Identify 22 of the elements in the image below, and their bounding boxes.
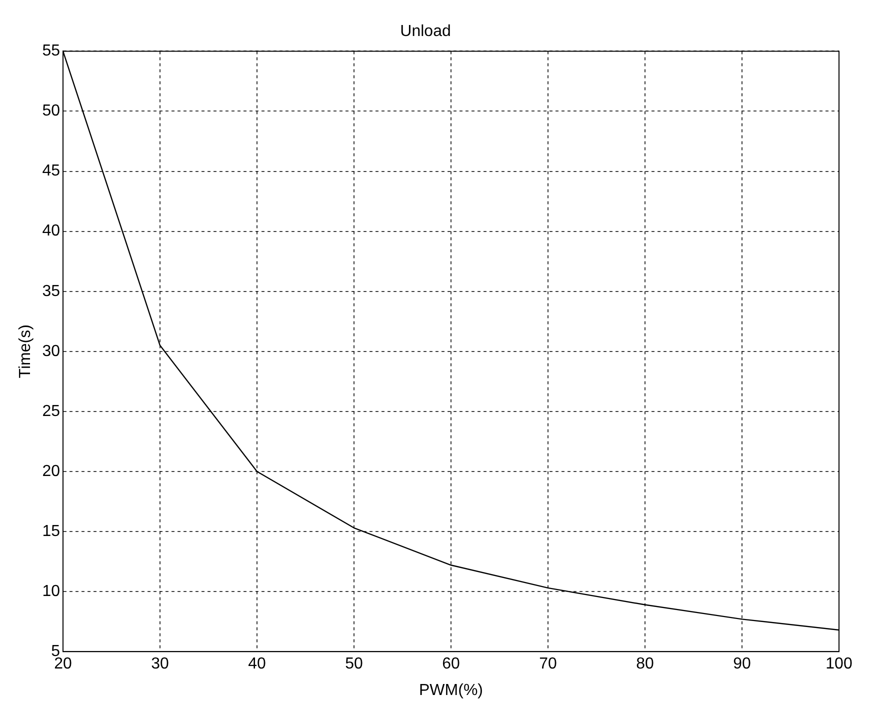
y-tick-label: 30 <box>42 342 60 360</box>
chart-title: Unload <box>400 23 451 40</box>
x-tick-label: 70 <box>539 656 557 673</box>
x-axis-title: PWM(%) <box>419 682 483 699</box>
y-tick-label: 15 <box>42 522 60 540</box>
y-axis-title: Time(s) <box>17 324 34 378</box>
x-tick-label: 40 <box>248 656 266 673</box>
y-tick-label: 55 <box>42 42 60 60</box>
x-tick-label: 90 <box>733 656 751 673</box>
x-tick-label: 100 <box>826 656 852 673</box>
y-tick-label: 50 <box>42 102 60 120</box>
y-tick-label: 45 <box>42 162 60 180</box>
x-tick-label: 60 <box>442 656 460 673</box>
x-tick-label: 80 <box>636 656 654 673</box>
y-tick-label: 35 <box>42 282 60 300</box>
x-tick-label: 50 <box>345 656 363 673</box>
x-tick-label: 30 <box>151 656 169 673</box>
y-tick-label: 10 <box>42 582 60 600</box>
x-tick-label: 20 <box>54 656 72 673</box>
y-tick-label: 40 <box>42 222 60 240</box>
y-tick-label: 20 <box>42 462 60 480</box>
y-tick-label: 25 <box>42 402 60 420</box>
